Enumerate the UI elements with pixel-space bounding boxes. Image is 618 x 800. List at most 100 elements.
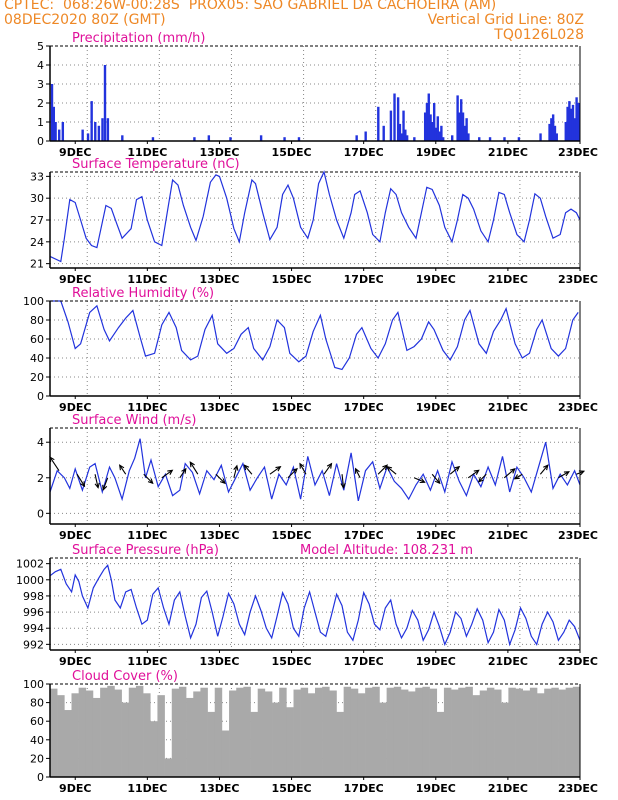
precip-bar — [54, 122, 57, 141]
header-line1: CPTEC: 068:26W-00:28S PROX05: SAO GABRIE… — [4, 0, 497, 13]
wind-vector-shaft — [94, 474, 99, 488]
precip-bar — [103, 65, 107, 141]
x-tick-label: 11DEC — [127, 782, 167, 795]
cloud-bar — [529, 687, 538, 777]
y-tick-label: 20 — [30, 752, 44, 765]
cloud-bar — [50, 688, 58, 777]
precip-bar — [461, 112, 465, 141]
precip-bar — [465, 118, 468, 141]
x-tick-label: 19DEC — [416, 782, 456, 795]
cloud-bar — [64, 710, 72, 777]
cloud-bar — [465, 686, 473, 777]
cloud-bar — [365, 687, 373, 777]
y-tick-label: 994 — [23, 622, 44, 635]
y-tick-label: 3 — [37, 78, 44, 91]
cloud-bar — [558, 689, 566, 777]
x-tick-label: 23DEC — [558, 401, 598, 414]
wind-vector-head — [181, 467, 187, 474]
x-tick-label: 9DEC — [59, 655, 91, 668]
precip-bar — [106, 118, 110, 141]
chart-panel-5: 992 994 996 998 1000 1002 9DEC 11DEC 13DEC 15DEC 1… — [16, 543, 598, 668]
x-tick-label: 11DEC — [127, 146, 167, 159]
precip-bar — [460, 99, 463, 141]
y-tick-label: 100 — [23, 678, 44, 691]
wind-vector-head — [355, 467, 360, 474]
x-tick-label: 23DEC — [558, 655, 598, 668]
x-tick-label: 21DEC — [488, 401, 528, 414]
y-tick-label: 992 — [23, 638, 44, 651]
x-tick-label: 9DEC — [59, 401, 91, 414]
precip-bar — [405, 135, 409, 141]
wind-vector-head — [509, 467, 516, 474]
y-tick-label: 1002 — [16, 558, 44, 571]
wind-vector-shaft — [189, 461, 199, 475]
cloud-bar — [451, 689, 459, 777]
panel-title: Surface Wind (m/s) — [72, 413, 196, 428]
cloud-bar — [236, 687, 244, 777]
cloud-bar — [121, 702, 130, 777]
header-date: 08DEC2020 80Z (GMT) — [4, 12, 166, 28]
y-tick-label: 60 — [30, 333, 44, 346]
precip-bar — [569, 108, 573, 141]
cloud-bar — [57, 695, 65, 777]
wind-vector-shaft — [299, 463, 307, 475]
wind-vector-shaft — [413, 477, 425, 483]
x-tick-label: 21DEC — [488, 655, 528, 668]
cloud-bar — [243, 686, 251, 777]
cloud-bar — [85, 690, 94, 777]
cloud-bar — [386, 687, 395, 777]
precip-bar — [458, 112, 461, 141]
wind-vector-head — [386, 465, 393, 472]
wind-vector-shaft — [503, 468, 516, 479]
cloud-bar — [286, 707, 294, 777]
precip-bar — [566, 106, 569, 141]
header-grid-note: Vertical Grid Line: 80Z — [427, 12, 584, 28]
cloud-bar — [400, 689, 409, 777]
cloud-bar — [307, 693, 316, 777]
y-tick-label: 1000 — [16, 574, 44, 587]
wind-vector-head — [477, 476, 484, 483]
cloud-bar — [207, 711, 216, 777]
cloud-bar — [486, 687, 495, 777]
cloud-bar — [264, 691, 273, 777]
y-tick-label: 27 — [30, 214, 44, 227]
precip-bar — [429, 114, 432, 141]
precip-bar — [573, 118, 576, 141]
precip-bar — [402, 110, 405, 141]
y-tick-label: 20 — [30, 371, 44, 384]
precip-bar — [488, 137, 492, 141]
cloud-bar — [379, 702, 387, 777]
x-tick-label: 11DEC — [127, 273, 167, 286]
cloud-bar — [143, 693, 151, 777]
series-line — [49, 564, 581, 647]
series-line — [49, 438, 581, 502]
cloud-bar — [572, 686, 581, 777]
precip-bar — [553, 125, 557, 141]
x-tick-label: 19DEC — [416, 146, 456, 159]
cloud-bar — [357, 693, 366, 777]
cloud-bar — [78, 687, 87, 777]
x-tick-label: 23DEC — [558, 529, 598, 542]
precip-bar — [440, 125, 443, 141]
precip-bar — [229, 137, 232, 141]
x-tick-label: 21DEC — [488, 782, 528, 795]
wind-vector-shaft — [233, 465, 238, 478]
precip-bar — [423, 112, 427, 141]
y-tick-label: 998 — [23, 590, 44, 603]
x-tick-label: 17DEC — [344, 146, 384, 159]
x-tick-label: 19DEC — [416, 401, 456, 414]
cloud-bar — [250, 711, 259, 777]
cloud-bar — [186, 697, 194, 777]
x-tick-label: 21DEC — [488, 146, 528, 159]
precip-bar — [101, 118, 104, 141]
x-tick-label: 23DEC — [558, 782, 598, 795]
cloud-bar — [372, 686, 380, 777]
wind-vector-shaft — [386, 466, 397, 475]
cloud-bar — [436, 711, 445, 777]
cloud-bar — [565, 687, 574, 777]
precip-bar — [396, 97, 400, 141]
cloud-bar — [415, 687, 423, 777]
cloud-bar — [336, 711, 344, 777]
wind-vector-shaft — [287, 468, 298, 479]
cloud-bar — [178, 686, 187, 777]
